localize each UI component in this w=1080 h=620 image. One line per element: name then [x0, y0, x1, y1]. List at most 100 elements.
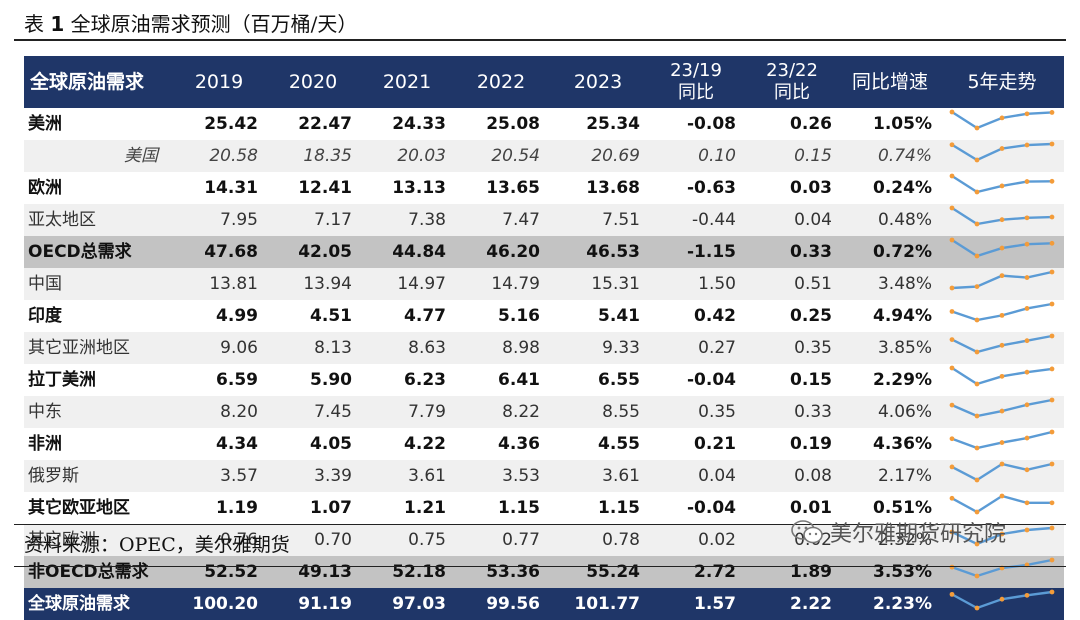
sparkline-point — [1024, 527, 1030, 533]
value-cell: 0.04 — [648, 460, 744, 492]
sparkline — [949, 493, 1055, 515]
value-cell: 0.42 — [694, 305, 736, 326]
value-cell: 46.20 — [454, 236, 548, 268]
value-cell: 0.70 — [266, 524, 360, 556]
trend-cell — [940, 396, 1064, 428]
value-cell: 6.55 — [598, 369, 640, 390]
sparkline-point — [1049, 366, 1055, 372]
sparkline-point — [949, 285, 955, 291]
sparkline-point — [1049, 269, 1055, 275]
sparkline-point — [1049, 525, 1055, 531]
value-cell: -1.15 — [648, 236, 744, 268]
value-cell: 3.57 — [172, 460, 266, 492]
value-cell: 0.51% — [873, 497, 932, 518]
value-cell: 7.38 — [360, 204, 454, 236]
sparkline-point — [1024, 306, 1030, 311]
sparkline-line — [951, 398, 1053, 418]
sparkline-point — [1049, 429, 1055, 435]
value-cell: 53.36 — [454, 556, 548, 588]
value-cell: 8.98 — [454, 332, 548, 364]
sparkline-point — [1024, 241, 1030, 247]
sparkline-point — [949, 205, 955, 211]
value-cell: 1.57 — [648, 588, 744, 620]
value-cell: 1.21 — [404, 497, 446, 518]
sparkline-point — [1024, 275, 1030, 280]
value-cell: 0.24% — [873, 177, 932, 198]
sparkline-point — [999, 115, 1005, 121]
value-cell: 0.02 — [648, 524, 744, 556]
value-cell: 1.15 — [498, 497, 540, 518]
header-cell: 同比增速 — [840, 56, 940, 108]
value-cell: 3.39 — [266, 460, 360, 492]
sparkline-point — [974, 284, 980, 290]
table-row: 俄罗斯 3.57 3.39 3.61 3.53 3.61 0.04 0.08 2.17% — [24, 460, 1064, 492]
region-name: 非洲 — [28, 433, 62, 454]
sparkline — [949, 525, 1055, 547]
value-cell: 55.24 — [548, 556, 648, 588]
value-cell: 6.23 — [404, 369, 446, 390]
sparkline-point — [974, 349, 980, 355]
sparkline-point — [949, 173, 955, 179]
value-cell: 8.20 — [172, 396, 266, 428]
sparkline-point — [949, 495, 955, 501]
sparkline-point — [1024, 467, 1030, 473]
sparkline-point — [949, 402, 955, 408]
value-cell: 44.84 — [360, 236, 454, 268]
value-cell: 20.69 — [548, 140, 648, 172]
value-cell: 24.33 — [392, 113, 446, 134]
sparkline-point — [999, 373, 1005, 379]
value-cell: 0.10 — [648, 140, 744, 172]
value-cell: 8.55 — [548, 396, 648, 428]
footer-rule — [14, 566, 1066, 567]
value-cell: 4.36 — [498, 433, 540, 454]
region-name: 全球原油需求 — [24, 588, 172, 620]
value-cell: 0.08 — [744, 460, 840, 492]
bottom-rule — [14, 524, 1066, 525]
trend-cell — [940, 300, 1064, 332]
sparkline-point — [1049, 397, 1055, 403]
value-cell: -0.04 — [687, 497, 736, 518]
value-cell: 25.08 — [486, 113, 540, 134]
table-row: OECD总需求 47.68 42.05 44.84 46.20 46.53 -1.15 0.3… — [24, 236, 1064, 268]
sparkline-point — [949, 436, 955, 442]
sparkline-point — [949, 237, 955, 243]
value-cell: 7.51 — [548, 204, 648, 236]
trend-cell — [940, 492, 1064, 524]
value-cell: 0.21 — [694, 433, 736, 454]
sparkline-point — [1024, 111, 1030, 117]
value-cell: 6.59 — [216, 369, 258, 390]
watermark-text: 美尔雅期货研究院 — [830, 522, 1007, 547]
value-cell: 4.06% — [840, 396, 940, 428]
trend-cell — [940, 268, 1064, 300]
table-row: 中国 13.81 13.94 14.97 14.79 15.31 1.50 0.51 3.48% — [24, 268, 1064, 300]
region-name: 俄罗斯 — [24, 460, 172, 492]
value-cell: 0.15 — [744, 140, 840, 172]
value-cell: 3.61 — [360, 460, 454, 492]
value-cell: 0.78 — [548, 524, 648, 556]
header-cell: 23/22 同比 — [744, 56, 840, 108]
region-name: 亚太地区 — [24, 204, 172, 236]
trend-cell — [940, 332, 1064, 364]
value-cell: 2.23% — [840, 588, 940, 620]
value-cell: 4.55 — [598, 433, 640, 454]
caption-number: 1 — [50, 12, 65, 36]
value-cell: 97.03 — [360, 588, 454, 620]
sparkline — [949, 461, 1055, 483]
caption-prefix: 表 — [24, 12, 44, 36]
sparkline-point — [999, 273, 1005, 279]
sparkline — [949, 429, 1055, 451]
sparkline-line — [951, 430, 1053, 450]
value-cell: -0.08 — [687, 113, 736, 134]
sparkline-point — [949, 142, 955, 148]
value-cell: 8.22 — [454, 396, 548, 428]
sparkline-point — [974, 189, 980, 195]
header-cell: 2022 — [454, 56, 548, 108]
value-cell: 0.03 — [790, 177, 832, 198]
value-cell: 4.05 — [310, 433, 352, 454]
sparkline-point — [949, 109, 955, 115]
sparkline-point — [974, 125, 980, 131]
value-cell: 7.47 — [454, 204, 548, 236]
value-cell: 101.77 — [548, 588, 648, 620]
sparkline-point — [1049, 589, 1055, 595]
sparkline-point — [1024, 142, 1030, 148]
